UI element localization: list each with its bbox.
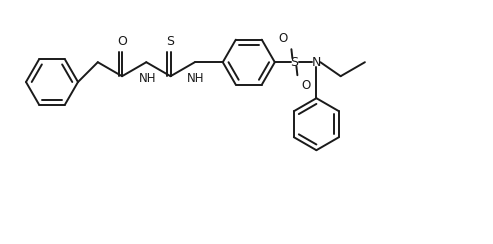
Text: O: O (117, 35, 127, 48)
Text: O: O (301, 79, 311, 92)
Text: S: S (167, 35, 175, 48)
Text: S: S (290, 56, 298, 69)
Text: O: O (278, 32, 287, 45)
Text: N: N (312, 56, 321, 69)
Text: NH: NH (139, 72, 156, 85)
Text: NH: NH (187, 72, 205, 85)
